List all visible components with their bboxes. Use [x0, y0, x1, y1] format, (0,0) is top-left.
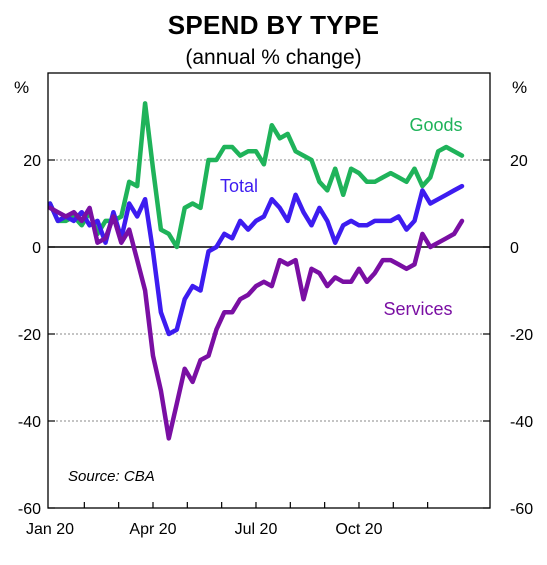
y-tick-label-left: -40	[18, 414, 41, 431]
y-tick-label-left: 0	[32, 240, 41, 257]
y-tick-label-right: 20	[510, 153, 528, 170]
y-unit-left: %	[14, 78, 29, 97]
gridlines	[48, 159, 490, 422]
y-tick-label-right: -20	[510, 327, 533, 344]
series-line-goods	[47, 101, 465, 250]
y-tick-label-left: -20	[18, 327, 41, 344]
chart-title: SPEND BY TYPE	[167, 10, 380, 40]
plot-frame	[47, 72, 491, 509]
x-tick-label: Apr 20	[129, 521, 176, 538]
chart-subtitle: (annual % change)	[185, 46, 362, 69]
series-line-services	[47, 205, 465, 441]
text-labels: 20 20 0 0 -20 -20 -40 -40 -60 -60% % Jan 20 Apr 20 Ju…	[14, 78, 533, 538]
y-tick-label-right: -40	[510, 414, 533, 431]
source-note: Source: CBA	[68, 468, 155, 485]
series-lines	[47, 101, 465, 441]
y-tick-label-left: -60	[18, 501, 41, 518]
y-unit-right: %	[512, 78, 527, 97]
x-tick-label: Jul 20	[235, 521, 278, 538]
x-tick-label: Jan 20	[26, 521, 74, 538]
axis-ticks	[48, 159, 490, 509]
y-tick-label-left: 20	[23, 153, 41, 170]
x-tick-label: Oct 20	[335, 521, 382, 538]
series-label-goods: Goods	[409, 115, 462, 135]
series-label-total: Total	[220, 176, 258, 196]
y-tick-label-right: 0	[510, 240, 519, 257]
y-tick-label-right: -60	[510, 501, 533, 518]
series-label-services: Services	[383, 299, 452, 319]
